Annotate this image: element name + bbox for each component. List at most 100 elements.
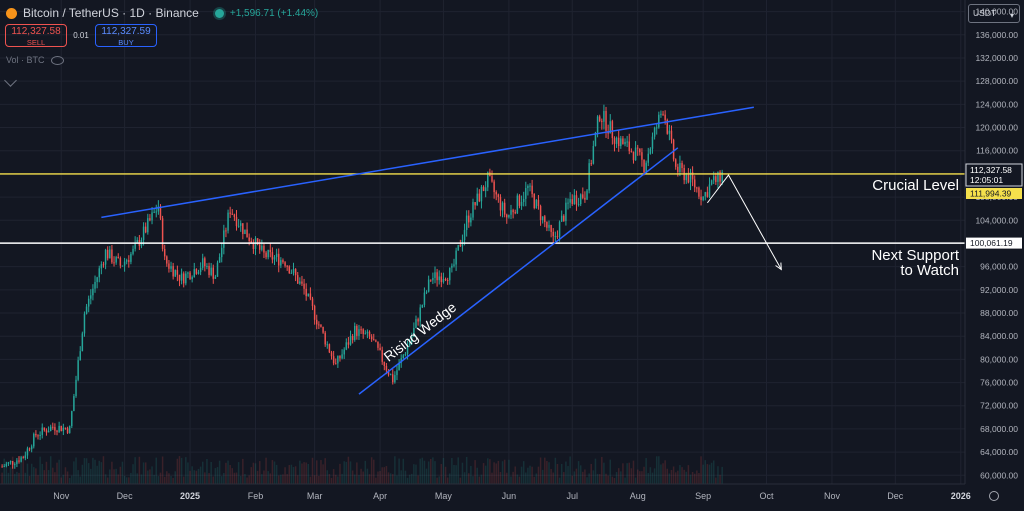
candle-body (706, 192, 709, 197)
candle-body (641, 152, 643, 160)
candle-body (128, 260, 130, 262)
candle-body (459, 245, 462, 247)
candle-body (7, 462, 10, 464)
candle-body (556, 236, 559, 238)
volume-bar (233, 472, 236, 484)
support-price-value: 100,061.19 (970, 238, 1013, 248)
candle-body (381, 350, 383, 362)
candle-body (252, 243, 255, 249)
candle-body (354, 325, 356, 341)
candle-body (168, 263, 170, 269)
candle-body (592, 146, 595, 164)
time-tick-label: Aug (630, 491, 646, 501)
candle-body (571, 199, 573, 204)
volume-bar (134, 457, 136, 484)
volume-bar (556, 463, 559, 484)
volume-bar (163, 476, 166, 484)
candle-body (309, 293, 312, 299)
volume-bar (37, 475, 39, 484)
buy-button[interactable]: 112,327.59 BUY (95, 24, 157, 47)
sell-button[interactable]: 112,327.58 SELL (5, 24, 67, 47)
candle-body (64, 427, 67, 429)
candle-body (662, 113, 664, 115)
volume-bar (286, 474, 288, 484)
candle-body (246, 229, 248, 238)
volume-bar (45, 461, 48, 484)
candle-body (649, 148, 652, 154)
candle-body (685, 174, 688, 181)
candle-body (233, 214, 236, 218)
volume-bar (474, 460, 476, 484)
volume-bar (275, 464, 278, 484)
volume-bar (322, 464, 324, 484)
volume-bar (535, 473, 538, 484)
volume-bar (417, 475, 419, 484)
volume-bar (318, 475, 320, 484)
volume-bar (586, 477, 588, 484)
volume-bar (180, 457, 183, 484)
volume-bar (465, 456, 468, 484)
candle-body (294, 269, 297, 276)
volume-bar (138, 456, 141, 484)
volume-bar (430, 458, 432, 484)
volume-bar (111, 461, 113, 484)
candle-body (322, 326, 324, 333)
candle-body (603, 110, 605, 122)
volume-bar (168, 473, 170, 484)
volume-bar (497, 460, 500, 484)
candle-body (90, 295, 92, 299)
candle-body (345, 342, 348, 350)
currency-selector[interactable]: USDT ▾ (968, 4, 1020, 23)
chevron-down-icon: ▾ (1009, 11, 1014, 20)
buy-price: 112,327.59 (101, 26, 151, 37)
volume-bar (58, 459, 60, 484)
candle-body (328, 344, 331, 353)
volume-bar (721, 466, 723, 484)
volume-bar (383, 467, 386, 484)
candle-body (531, 185, 533, 194)
volume-bar (569, 456, 571, 484)
candle-body (501, 202, 504, 211)
gear-icon[interactable] (989, 491, 999, 501)
volume-bar (349, 461, 352, 484)
time-tick-label: Jun (502, 491, 517, 501)
volume-bar (96, 465, 98, 484)
volume-bar (510, 476, 512, 484)
candle-body (111, 249, 113, 263)
volume-bar (681, 467, 683, 484)
candle-body (197, 272, 200, 274)
candle-body (299, 281, 301, 284)
symbol-title[interactable]: Bitcoin / TetherUS · 1D · Binance (23, 6, 199, 20)
candle-body (115, 257, 117, 263)
volume-bar (501, 461, 504, 484)
candle-body (349, 335, 352, 345)
volume-bar (516, 474, 519, 484)
candle-body (100, 264, 103, 269)
candle-body (94, 281, 96, 289)
candle-body (704, 192, 707, 197)
candle-body (189, 272, 191, 280)
volume-bar (182, 476, 185, 484)
eye-icon[interactable] (50, 55, 64, 65)
volume-bar (491, 472, 493, 484)
price-tick-label: 84,000.00 (980, 331, 1018, 341)
price-axis: 60,000.00 64,000.00 68,000.00 72,000.00 76,0… (964, 0, 1024, 511)
candle-body (622, 138, 624, 145)
price-tick-label: 92,000.00 (980, 285, 1018, 295)
candle-body (24, 455, 27, 459)
volume-bar (375, 477, 377, 484)
candle-body (210, 267, 212, 275)
volume-bar (679, 465, 681, 484)
volume-bar (594, 458, 597, 484)
volume-bar (664, 460, 666, 484)
volume-bar (309, 476, 312, 484)
candle-body (1, 466, 3, 468)
candle-body (451, 265, 453, 268)
candle-body (261, 245, 263, 250)
candle-body (206, 266, 208, 268)
order-quantity[interactable]: 0.01 (73, 31, 89, 40)
volume-bar (305, 462, 307, 484)
candle-body (199, 267, 202, 273)
volume-bar (117, 474, 119, 484)
